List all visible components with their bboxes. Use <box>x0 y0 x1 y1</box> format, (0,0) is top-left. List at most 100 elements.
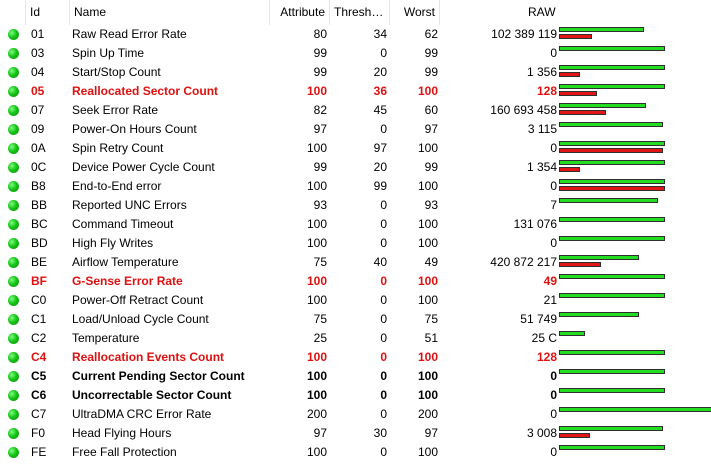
attribute-threshold: 40 <box>373 255 387 269</box>
attribute-worst: 100 <box>417 236 438 250</box>
value-bar <box>559 27 644 32</box>
attribute-raw: 1 354 <box>526 160 557 174</box>
status-ok-icon <box>0 82 26 101</box>
table-row[interactable]: C0 Power-Off Retract Count 100 0 100 21 <box>0 291 711 310</box>
value-bar <box>559 65 665 70</box>
raw-bar <box>559 167 580 172</box>
attribute-value: 200 <box>306 407 327 421</box>
status-dot-icon <box>8 200 19 211</box>
status-dot-icon <box>8 295 19 306</box>
table-row[interactable]: F0 Head Flying Hours 97 30 97 3 008 <box>0 424 711 443</box>
status-dot-icon <box>8 276 19 287</box>
attribute-worst: 62 <box>424 27 438 41</box>
column-header-id[interactable]: Id <box>26 0 70 25</box>
attribute-raw: 21 <box>543 293 557 307</box>
attribute-id: C7 <box>31 407 47 421</box>
status-ok-icon <box>0 139 26 158</box>
table-row[interactable]: 03 Spin Up Time 99 0 99 0 <box>0 44 711 63</box>
attribute-id: C0 <box>31 293 47 307</box>
table-row[interactable]: FE Free Fall Protection 100 0 100 0 <box>0 443 711 462</box>
value-bar <box>559 141 665 146</box>
raw-bar <box>559 34 592 39</box>
attribute-raw: 0 <box>550 179 557 193</box>
table-row[interactable]: C4 Reallocation Events Count 100 0 100 128 <box>0 348 711 367</box>
column-header-status[interactable] <box>0 0 26 25</box>
status-dot-icon <box>8 219 19 230</box>
attribute-name: Raw Read Error Rate <box>72 27 187 41</box>
table-row[interactable]: BB Reported UNC Errors 93 0 93 7 <box>0 196 711 215</box>
column-header-raw[interactable]: RAW <box>528 5 556 19</box>
table-row[interactable]: C2 Temperature 25 0 51 25 C <box>0 329 711 348</box>
value-bar <box>559 407 711 412</box>
value-bar <box>559 179 665 184</box>
status-dot-icon <box>8 409 19 420</box>
attribute-id: C4 <box>31 350 47 364</box>
attribute-threshold: 97 <box>373 141 387 155</box>
attribute-id: 0A <box>31 141 46 155</box>
status-dot-icon <box>8 67 19 78</box>
column-header-worst[interactable]: Worst <box>390 0 440 25</box>
table-row[interactable]: 05 Reallocated Sector Count 100 36 100 128 <box>0 82 711 101</box>
attribute-id: 05 <box>31 84 45 98</box>
attribute-name: High Fly Writes <box>72 236 154 250</box>
table-row[interactable]: C5 Current Pending Sector Count 100 0 100 0 <box>0 367 711 386</box>
attribute-bars <box>559 253 711 272</box>
attribute-raw: 3 115 <box>527 122 557 136</box>
attribute-worst: 100 <box>417 179 438 193</box>
table-row[interactable]: BC Command Timeout 100 0 100 131 076 <box>0 215 711 234</box>
column-header-name[interactable]: Name <box>70 0 270 25</box>
attribute-name: Reallocated Sector Count <box>72 84 219 98</box>
attribute-bars <box>559 405 711 424</box>
table-row[interactable]: BD High Fly Writes 100 0 100 0 <box>0 234 711 253</box>
table-row[interactable]: C1 Load/Unload Cycle Count 75 0 75 51 749 <box>0 310 711 329</box>
status-dot-icon <box>8 162 19 173</box>
table-row[interactable]: C6 Uncorrectable Sector Count 100 0 100 0 <box>0 386 711 405</box>
raw-bar <box>559 148 663 153</box>
column-header-threshold[interactable]: Thresh… <box>330 0 390 25</box>
table-row[interactable]: 01 Raw Read Error Rate 80 34 62 102 389 119 <box>0 25 711 44</box>
status-dot-icon <box>8 86 19 97</box>
attribute-value: 100 <box>306 293 327 307</box>
status-dot-icon <box>8 181 19 192</box>
table-row[interactable]: BF G-Sense Error Rate 100 0 100 49 <box>0 272 711 291</box>
status-ok-icon <box>0 63 26 82</box>
attribute-value: 97 <box>313 426 327 440</box>
status-dot-icon <box>8 29 19 40</box>
table-header: Id Name Attribute Thresh… Worst RAW <box>0 0 711 25</box>
status-dot-icon <box>8 143 19 154</box>
attribute-raw: 0 <box>550 369 557 383</box>
table-row[interactable]: BE Airflow Temperature 75 40 49 420 872 217 <box>0 253 711 272</box>
table-row[interactable]: 0A Spin Retry Count 100 97 100 0 <box>0 139 711 158</box>
status-ok-icon <box>0 25 26 44</box>
value-bar <box>559 217 665 222</box>
attribute-threshold: 0 <box>380 293 387 307</box>
attribute-name: Device Power Cycle Count <box>72 160 215 174</box>
table-row[interactable]: B8 End-to-End error 100 99 100 0 <box>0 177 711 196</box>
attribute-threshold: 45 <box>373 103 387 117</box>
attribute-name: Airflow Temperature <box>72 255 179 269</box>
status-ok-icon <box>0 386 26 405</box>
status-dot-icon <box>8 352 19 363</box>
status-ok-icon <box>0 234 26 253</box>
attribute-name: Power-On Hours Count <box>72 122 197 136</box>
column-header-attribute[interactable]: Attribute <box>270 0 330 25</box>
attribute-threshold: 0 <box>380 369 387 383</box>
attribute-worst: 99 <box>424 160 438 174</box>
table-row[interactable]: 07 Seek Error Rate 82 45 60 160 693 458 <box>0 101 711 120</box>
attribute-threshold: 0 <box>380 217 387 231</box>
attribute-raw: 0 <box>550 236 557 250</box>
table-row[interactable]: 09 Power-On Hours Count 97 0 97 3 115 <box>0 120 711 139</box>
attribute-id: F0 <box>31 426 46 440</box>
attribute-value: 25 <box>313 331 327 345</box>
attribute-worst: 100 <box>417 84 438 98</box>
value-bar <box>559 445 665 450</box>
table-row[interactable]: 04 Start/Stop Count 99 20 99 1 356 <box>0 63 711 82</box>
attribute-value: 82 <box>313 103 327 117</box>
attribute-bars <box>559 196 711 215</box>
attribute-raw: 0 <box>550 407 557 421</box>
attribute-value: 100 <box>306 369 327 383</box>
attribute-value: 100 <box>306 179 327 193</box>
table-row[interactable]: 0C Device Power Cycle Count 99 20 99 1 354 <box>0 158 711 177</box>
attribute-worst: 93 <box>424 198 438 212</box>
table-row[interactable]: C7 UltraDMA CRC Error Rate 200 0 200 0 <box>0 405 711 424</box>
